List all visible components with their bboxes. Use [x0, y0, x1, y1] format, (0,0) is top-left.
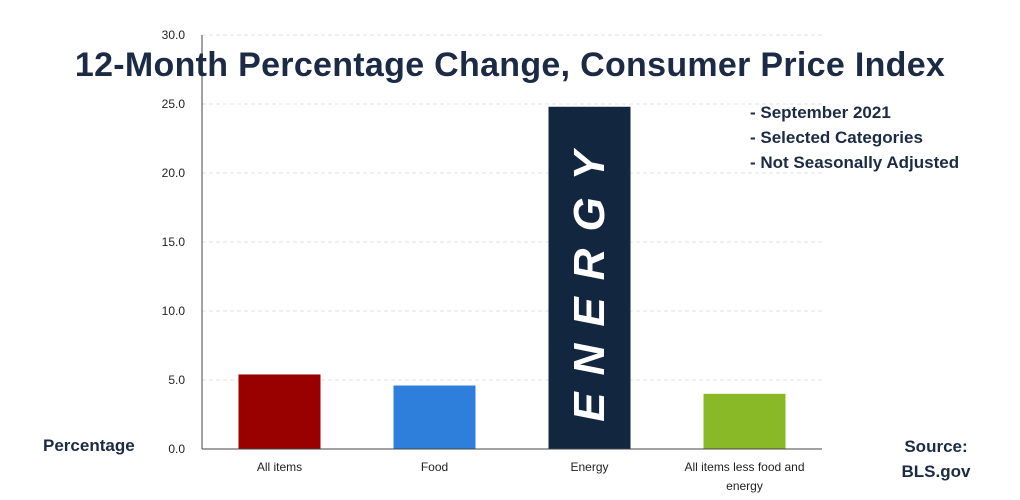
y-tick-label: 15.0 [162, 235, 186, 249]
source-label: Source: [904, 437, 968, 456]
note-adjustment: - Not Seasonally Adjusted [750, 153, 960, 172]
gridlines [202, 34, 822, 381]
note-date: - September 2021 [750, 103, 891, 122]
bar-energy [548, 106, 631, 449]
note-categories: - Selected Categories [750, 128, 923, 147]
chart-notes: - September 2021 - Selected Categories -… [750, 100, 959, 175]
y-tick-label: 10.0 [162, 304, 186, 318]
source-site: BLS.gov [901, 462, 971, 481]
y-tick-label: 5.0 [168, 373, 185, 387]
y-axis-ticks: 0.0 5.0 10.0 15.0 20.0 25.0 30.0 [162, 28, 186, 456]
y-axis-label: Percentage [43, 436, 135, 455]
chart-title: 12-Month Percentage Change, Consumer Pri… [74, 46, 946, 84]
x-tick-label: All items [257, 460, 302, 474]
x-tick-label: Food [421, 460, 448, 474]
axes [201, 35, 822, 450]
bar-food [393, 385, 476, 449]
bar-all-items-less-food-and-energy [703, 393, 786, 449]
y-tick-label: 30.0 [162, 28, 186, 42]
y-tick-label: 0.0 [168, 442, 185, 456]
source-note: Source: BLS.gov [895, 434, 977, 484]
y-tick-label: 25.0 [162, 97, 186, 111]
bar-all-items [238, 374, 321, 449]
y-tick-label: 20.0 [162, 166, 186, 180]
x-tick-label: All items less food and energy [684, 460, 804, 493]
energy-bar-annotation: ENERGY [565, 134, 614, 422]
x-axis-ticks: All items Food Energy All items less food a… [257, 460, 805, 493]
x-tick-label: Energy [570, 460, 608, 474]
bars: ENERGY [238, 106, 786, 449]
